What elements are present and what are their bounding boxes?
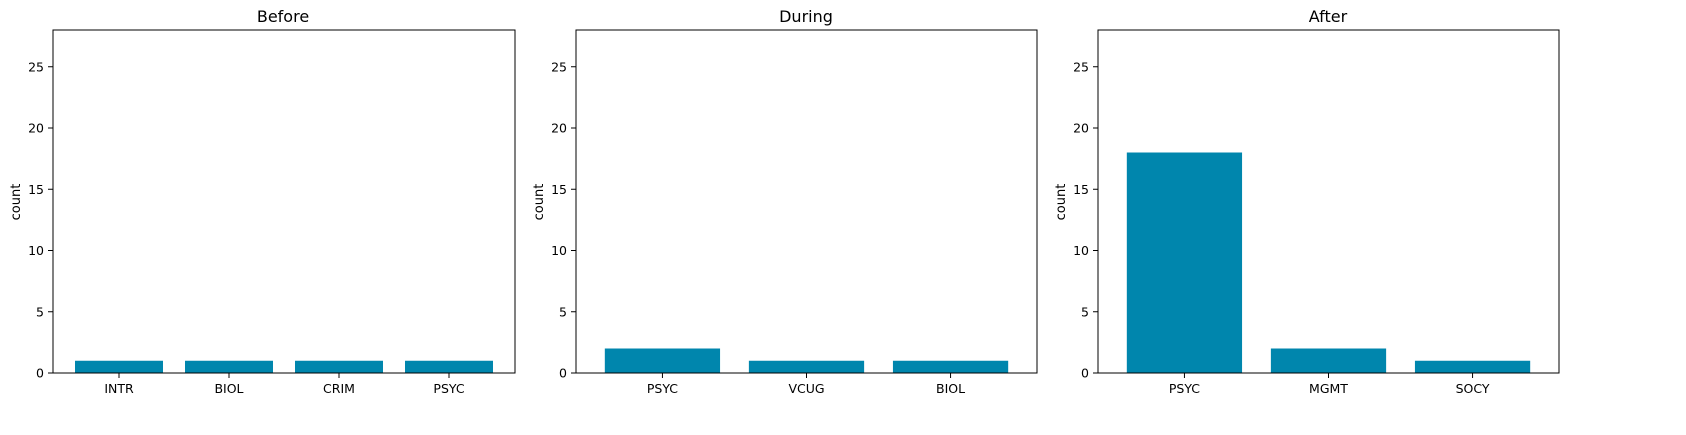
bars	[1126, 152, 1531, 373]
bar-biol	[185, 360, 273, 373]
y-tick-label: 15	[551, 182, 567, 197]
chart-panel-after: After count 0 5 10 15 20 25 PSYC MGMT SOCY	[1054, 7, 1560, 396]
bar-crim	[295, 360, 383, 373]
chart-panel-before: Before count 0 5 10 15 20 25 INTR BIOL CRIM PSYC	[9, 7, 516, 396]
y-axis-label: count	[532, 184, 547, 221]
x-tick-label: PSYC	[647, 381, 678, 396]
y-tick-label: 15	[1073, 182, 1089, 197]
x-tick-label: SOCY	[1456, 381, 1490, 396]
y-tick-label: 5	[36, 304, 44, 319]
chart-title: During	[779, 7, 833, 26]
y-tick-label: 10	[1073, 243, 1089, 258]
y-axis-label: count	[1054, 184, 1069, 221]
plot-area-frame	[1097, 29, 1560, 374]
x-axis-ticks: PSYC MGMT SOCY	[1169, 373, 1490, 396]
y-tick-label: 0	[559, 366, 567, 381]
x-tick-label: PSYC	[1169, 381, 1200, 396]
y-tick-label: 10	[28, 243, 44, 258]
y-tick-label: 25	[551, 59, 567, 74]
y-tick-label: 5	[559, 304, 567, 319]
y-tick-label: 10	[551, 243, 567, 258]
bar-socy	[1414, 360, 1531, 373]
bar-psyc	[405, 360, 493, 373]
y-tick-label: 0	[36, 366, 44, 381]
bars	[75, 360, 493, 373]
x-tick-label: BIOL	[214, 381, 243, 396]
x-axis-ticks: INTR BIOL CRIM PSYC	[104, 373, 465, 396]
plot-area-frame	[52, 29, 516, 374]
bar-psyc	[1126, 152, 1243, 373]
x-axis-ticks: PSYC VCUG BIOL	[647, 373, 965, 396]
x-tick-label: MGMT	[1309, 381, 1348, 396]
bar-mgmt	[1270, 348, 1387, 373]
y-tick-label: 25	[28, 59, 44, 74]
bar-psyc	[604, 348, 721, 373]
bar-vcug	[748, 360, 865, 373]
y-tick-label: 20	[28, 121, 44, 136]
plot-area-frame	[575, 29, 1038, 374]
y-axis-label: count	[9, 184, 24, 221]
x-tick-label: BIOL	[936, 381, 965, 396]
bars	[604, 348, 1009, 373]
chart-title: After	[1309, 7, 1348, 26]
bar-biol	[892, 360, 1009, 373]
y-tick-label: 20	[1073, 121, 1089, 136]
y-axis-ticks: 0 5 10 15 20 25	[28, 59, 53, 381]
y-tick-label: 25	[1073, 59, 1089, 74]
y-tick-label: 20	[551, 121, 567, 136]
x-tick-label: PSYC	[433, 381, 464, 396]
chart-panel-during: During count 0 5 10 15 20 25 PSYC VCUG BIOL	[532, 7, 1038, 396]
x-tick-label: CRIM	[323, 381, 355, 396]
y-tick-label: 5	[1081, 304, 1089, 319]
x-tick-label: INTR	[104, 381, 134, 396]
y-tick-label: 0	[1081, 366, 1089, 381]
y-axis-ticks: 0 5 10 15 20 25	[551, 59, 576, 381]
x-tick-label: VCUG	[788, 381, 824, 396]
y-axis-ticks: 0 5 10 15 20 25	[1073, 59, 1098, 381]
bar-intr	[75, 360, 163, 373]
chart-title: Before	[257, 7, 309, 26]
y-tick-label: 15	[28, 182, 44, 197]
